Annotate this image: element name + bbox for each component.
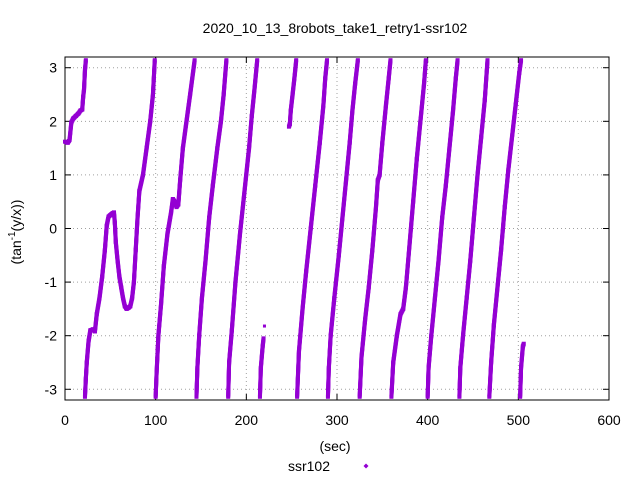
legend: ssr102: [288, 458, 369, 474]
data-point: [262, 324, 266, 328]
x-tick-label: 500: [507, 412, 531, 428]
data-point: [455, 58, 460, 63]
y-tick-label: 3: [49, 60, 57, 76]
y-axis-label-main: (tan: [8, 240, 24, 264]
y-axis-label-superscript: -1: [7, 231, 18, 240]
grid: [64, 57, 610, 400]
y-tick-label: -3: [45, 381, 58, 397]
legend-marker-diamond: [363, 463, 369, 469]
data-point: [355, 58, 360, 63]
data-point: [294, 58, 299, 63]
x-tick-label: 400: [416, 412, 440, 428]
y-axis-label-rest: (y/x)): [8, 200, 24, 232]
x-tick-label: 0: [61, 412, 69, 428]
data-point: [325, 58, 330, 63]
y-axis-label: (tan-1(y/x)): [7, 200, 24, 265]
chart-title: 2020_10_13_8robots_take1_retry1-ssr102: [203, 20, 468, 36]
data-point: [192, 58, 197, 63]
data-point: [224, 58, 229, 63]
y-tick-label: 0: [49, 221, 57, 237]
data-point: [152, 58, 157, 63]
data-point: [83, 58, 88, 63]
data-point: [485, 58, 490, 63]
y-tick-label: 1: [49, 167, 57, 183]
legend-marker: [363, 463, 369, 469]
y-tick-label: -2: [45, 328, 58, 344]
data-points: [63, 58, 526, 399]
data-point: [388, 58, 393, 63]
x-tick-label: 600: [597, 412, 621, 428]
x-axis-label: (sec): [319, 438, 350, 454]
x-tick-label: 200: [235, 412, 259, 428]
data-point: [255, 58, 260, 63]
legend-label: ssr102: [288, 458, 330, 474]
x-tick-label: 300: [325, 412, 349, 428]
data-point: [521, 341, 526, 346]
data-point: [423, 58, 428, 63]
data-point: [519, 58, 524, 63]
axis-ticks: 0 100 200 300 400 500 600 -3 -2 -1 0 1 2 3: [45, 57, 621, 428]
y-tick-label: 2: [49, 113, 57, 129]
x-tick-label: 100: [144, 412, 168, 428]
data-point: [261, 336, 266, 341]
y-tick-label: -1: [45, 274, 58, 290]
